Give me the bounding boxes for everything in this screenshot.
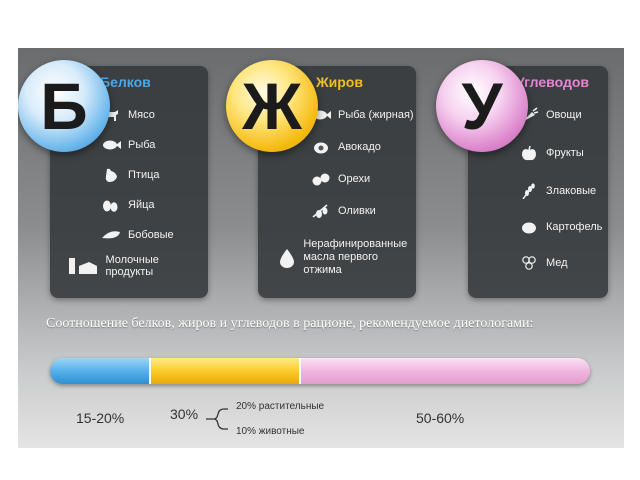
protein-percent: 15-20% [76, 410, 125, 426]
list-item: Мед [518, 254, 568, 272]
brace-icon [206, 408, 228, 430]
beans-icon [100, 226, 122, 244]
dairy-icon [66, 257, 99, 275]
nuts-icon [310, 170, 332, 188]
apple-icon [518, 144, 540, 162]
carbs-percent: 50-60% [416, 410, 465, 426]
list-item: Нерафинированные масла первого отжима [276, 238, 416, 277]
fat-letter-circle: Ж [226, 60, 318, 152]
ratio-heading: Соотношение белков, жиров и углеводов в … [46, 316, 534, 331]
protein-letter-circle: Б [18, 60, 110, 152]
list-item: Птица [100, 166, 160, 184]
fat-animal-label: 10% животные [236, 426, 305, 437]
list-item: Рыба (жирная) [310, 106, 414, 124]
list-item: Орехи [310, 170, 370, 188]
wheat-icon [518, 182, 540, 200]
fish-icon [100, 136, 122, 154]
list-item: Оливки [310, 202, 376, 220]
avocado-icon [310, 138, 332, 156]
infographic: Белков Мясо Рыба Птица Яйца [18, 48, 624, 448]
carbs-title: Углеводов [516, 74, 589, 90]
fat-percent: 30% [170, 406, 199, 422]
list-item: Картофель [518, 218, 602, 236]
protein-segment [50, 358, 150, 384]
chicken-icon [100, 166, 122, 184]
fat-title: Жиров [316, 74, 363, 90]
list-item: Молочные продукты [66, 254, 208, 278]
ratio-bar [50, 358, 590, 384]
list-item: Рыба [100, 136, 155, 154]
oil-drop-icon [276, 248, 297, 268]
potato-icon [518, 218, 540, 236]
olives-icon [310, 202, 332, 220]
carbs-letter-circle: У [436, 60, 528, 152]
list-item: Авокадо [310, 138, 381, 156]
carbs-panel: Углеводов Овощи Фрукты Злаковые Картофел… [468, 66, 608, 298]
list-item: Фрукты [518, 144, 584, 162]
fat-segment [149, 358, 299, 384]
protein-panel: Белков Мясо Рыба Птица Яйца [50, 66, 208, 298]
list-item: Злаковые [518, 182, 596, 200]
carbs-segment [298, 358, 590, 384]
protein-title: Белков [100, 74, 151, 90]
list-item: Яйца [100, 196, 155, 214]
fat-plant-label: 20% растительные [236, 401, 325, 412]
eggs-icon [100, 196, 122, 214]
list-item: Бобовые [100, 226, 174, 244]
honeycomb-icon [518, 254, 540, 272]
